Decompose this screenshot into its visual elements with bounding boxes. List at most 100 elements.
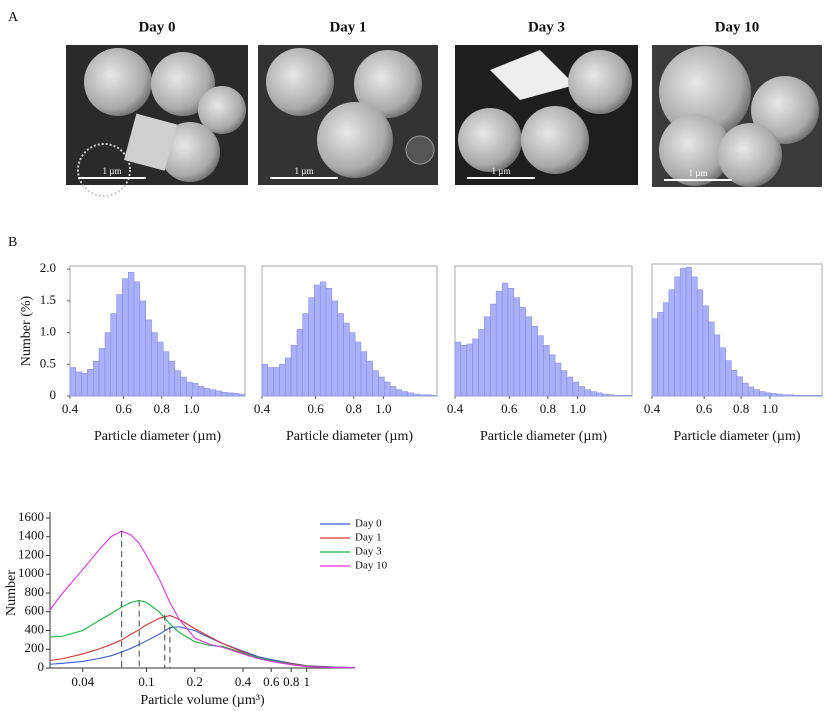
histogram-bar	[537, 335, 544, 397]
y-axis-label: Number	[4, 570, 19, 616]
x-tick-label: 1.0	[183, 401, 199, 416]
x-tick-label: 0.6	[501, 401, 518, 416]
histogram-bar	[619, 395, 627, 397]
histogram-bar	[430, 395, 438, 397]
histogram-bar	[787, 394, 794, 397]
histogram-bar	[75, 371, 82, 397]
y-tick-label: 1.0	[40, 324, 56, 339]
histogram-bar	[192, 383, 199, 397]
y-tick-label: 200	[25, 640, 45, 655]
y-tick-label: 0.5	[40, 355, 56, 370]
histogram-bar	[554, 362, 562, 397]
histogram-bar	[753, 389, 760, 397]
histogram-bar	[174, 370, 181, 397]
histogram-bar	[395, 389, 403, 397]
histogram-bar	[590, 391, 597, 397]
histogram-bar	[466, 343, 473, 397]
histogram-bar	[407, 392, 414, 397]
x-tick-label: 0.4	[62, 401, 79, 416]
histogram-bar	[478, 329, 485, 397]
histogram-bar	[572, 381, 580, 397]
histogram-bar	[168, 360, 176, 397]
y-tick-label: 1200	[18, 546, 44, 561]
histogram-bar	[290, 345, 298, 397]
histogram-bar	[87, 369, 94, 397]
histogram-bar	[725, 360, 732, 397]
histogram-bar	[116, 294, 123, 397]
y-tick-label: 0	[38, 659, 45, 674]
histogram-bar	[389, 386, 397, 397]
histogram-bar	[460, 345, 468, 397]
histogram-bar	[104, 332, 111, 397]
histogram-bar	[625, 395, 633, 397]
y-tick-label: 0	[50, 387, 57, 402]
histogram-bar	[578, 386, 585, 397]
x-tick-label: 0.6	[308, 401, 325, 416]
x-axis-label: Particle diameter (µm)	[286, 429, 413, 444]
histogram-bar	[238, 393, 246, 397]
histogram-bar	[543, 345, 550, 397]
histogram-bar	[525, 316, 532, 397]
histogram-bar	[651, 318, 658, 397]
histogram-bar	[613, 395, 621, 397]
histogram-bar	[81, 372, 88, 397]
histogram-bar	[685, 266, 692, 397]
panel-label: A	[8, 10, 19, 25]
x-tick-label: 1.0	[762, 401, 778, 416]
sem-image	[258, 45, 438, 185]
histogram-bar	[157, 341, 164, 397]
series-line	[49, 626, 356, 669]
y-tick-label: 800	[25, 584, 45, 599]
histogram-bar	[584, 389, 591, 397]
histogram-bar	[209, 389, 216, 397]
histogram-bar	[679, 268, 687, 397]
image-title: Day 0	[138, 19, 175, 35]
histogram-bar	[472, 338, 479, 397]
histogram-bar	[314, 284, 321, 397]
histogram-bar	[804, 395, 811, 397]
histogram-bar	[765, 392, 772, 397]
histogram-bar	[657, 312, 664, 397]
histogram-bar	[513, 297, 521, 397]
x-tick-label: 0.4	[254, 401, 271, 416]
legend-label: Day 3	[355, 546, 382, 558]
histogram-bar	[713, 334, 721, 397]
histogram-bar	[484, 316, 491, 397]
histogram-bar	[495, 291, 503, 397]
x-tick-label: 0.8	[154, 401, 170, 416]
x-tick-label: 1	[304, 674, 311, 689]
histogram-bar	[372, 370, 379, 397]
histogram-bar	[127, 272, 135, 397]
image-title: Day 10	[715, 19, 760, 35]
histogram-bar	[93, 360, 100, 397]
y-tick-label: 600	[25, 603, 45, 618]
histogram-bar	[261, 364, 269, 397]
histogram-bar	[697, 289, 704, 397]
scale-bar-label: 1 µm	[295, 166, 314, 176]
histogram-bar	[531, 325, 538, 397]
histogram-bar	[742, 382, 749, 397]
x-tick-label: 1.0	[570, 401, 586, 416]
histogram-bar	[355, 341, 362, 397]
scale-bar-label: 1 µm	[103, 166, 122, 176]
x-tick-label: 0.4	[447, 401, 464, 416]
histogram-bar	[273, 367, 280, 397]
sem-image	[66, 45, 248, 197]
histogram-bar	[560, 370, 568, 397]
histogram-bar	[285, 357, 292, 397]
scale-bar-label: 1 µm	[492, 166, 511, 176]
histogram-bar	[151, 332, 158, 397]
x-tick-label: 0.8	[733, 401, 749, 416]
histogram-bar	[793, 395, 800, 397]
histogram-bar	[349, 332, 356, 397]
histogram-bar	[719, 347, 726, 397]
panel-label: B	[8, 235, 17, 250]
histogram-bar	[279, 364, 286, 397]
histogram-bar	[815, 395, 823, 397]
histogram-bar	[122, 278, 129, 397]
histogram-bar	[454, 341, 462, 397]
histogram-bar	[781, 394, 789, 397]
histogram-bar	[139, 300, 147, 397]
legend-label: Day 10	[355, 560, 388, 572]
sem-image	[652, 45, 822, 187]
